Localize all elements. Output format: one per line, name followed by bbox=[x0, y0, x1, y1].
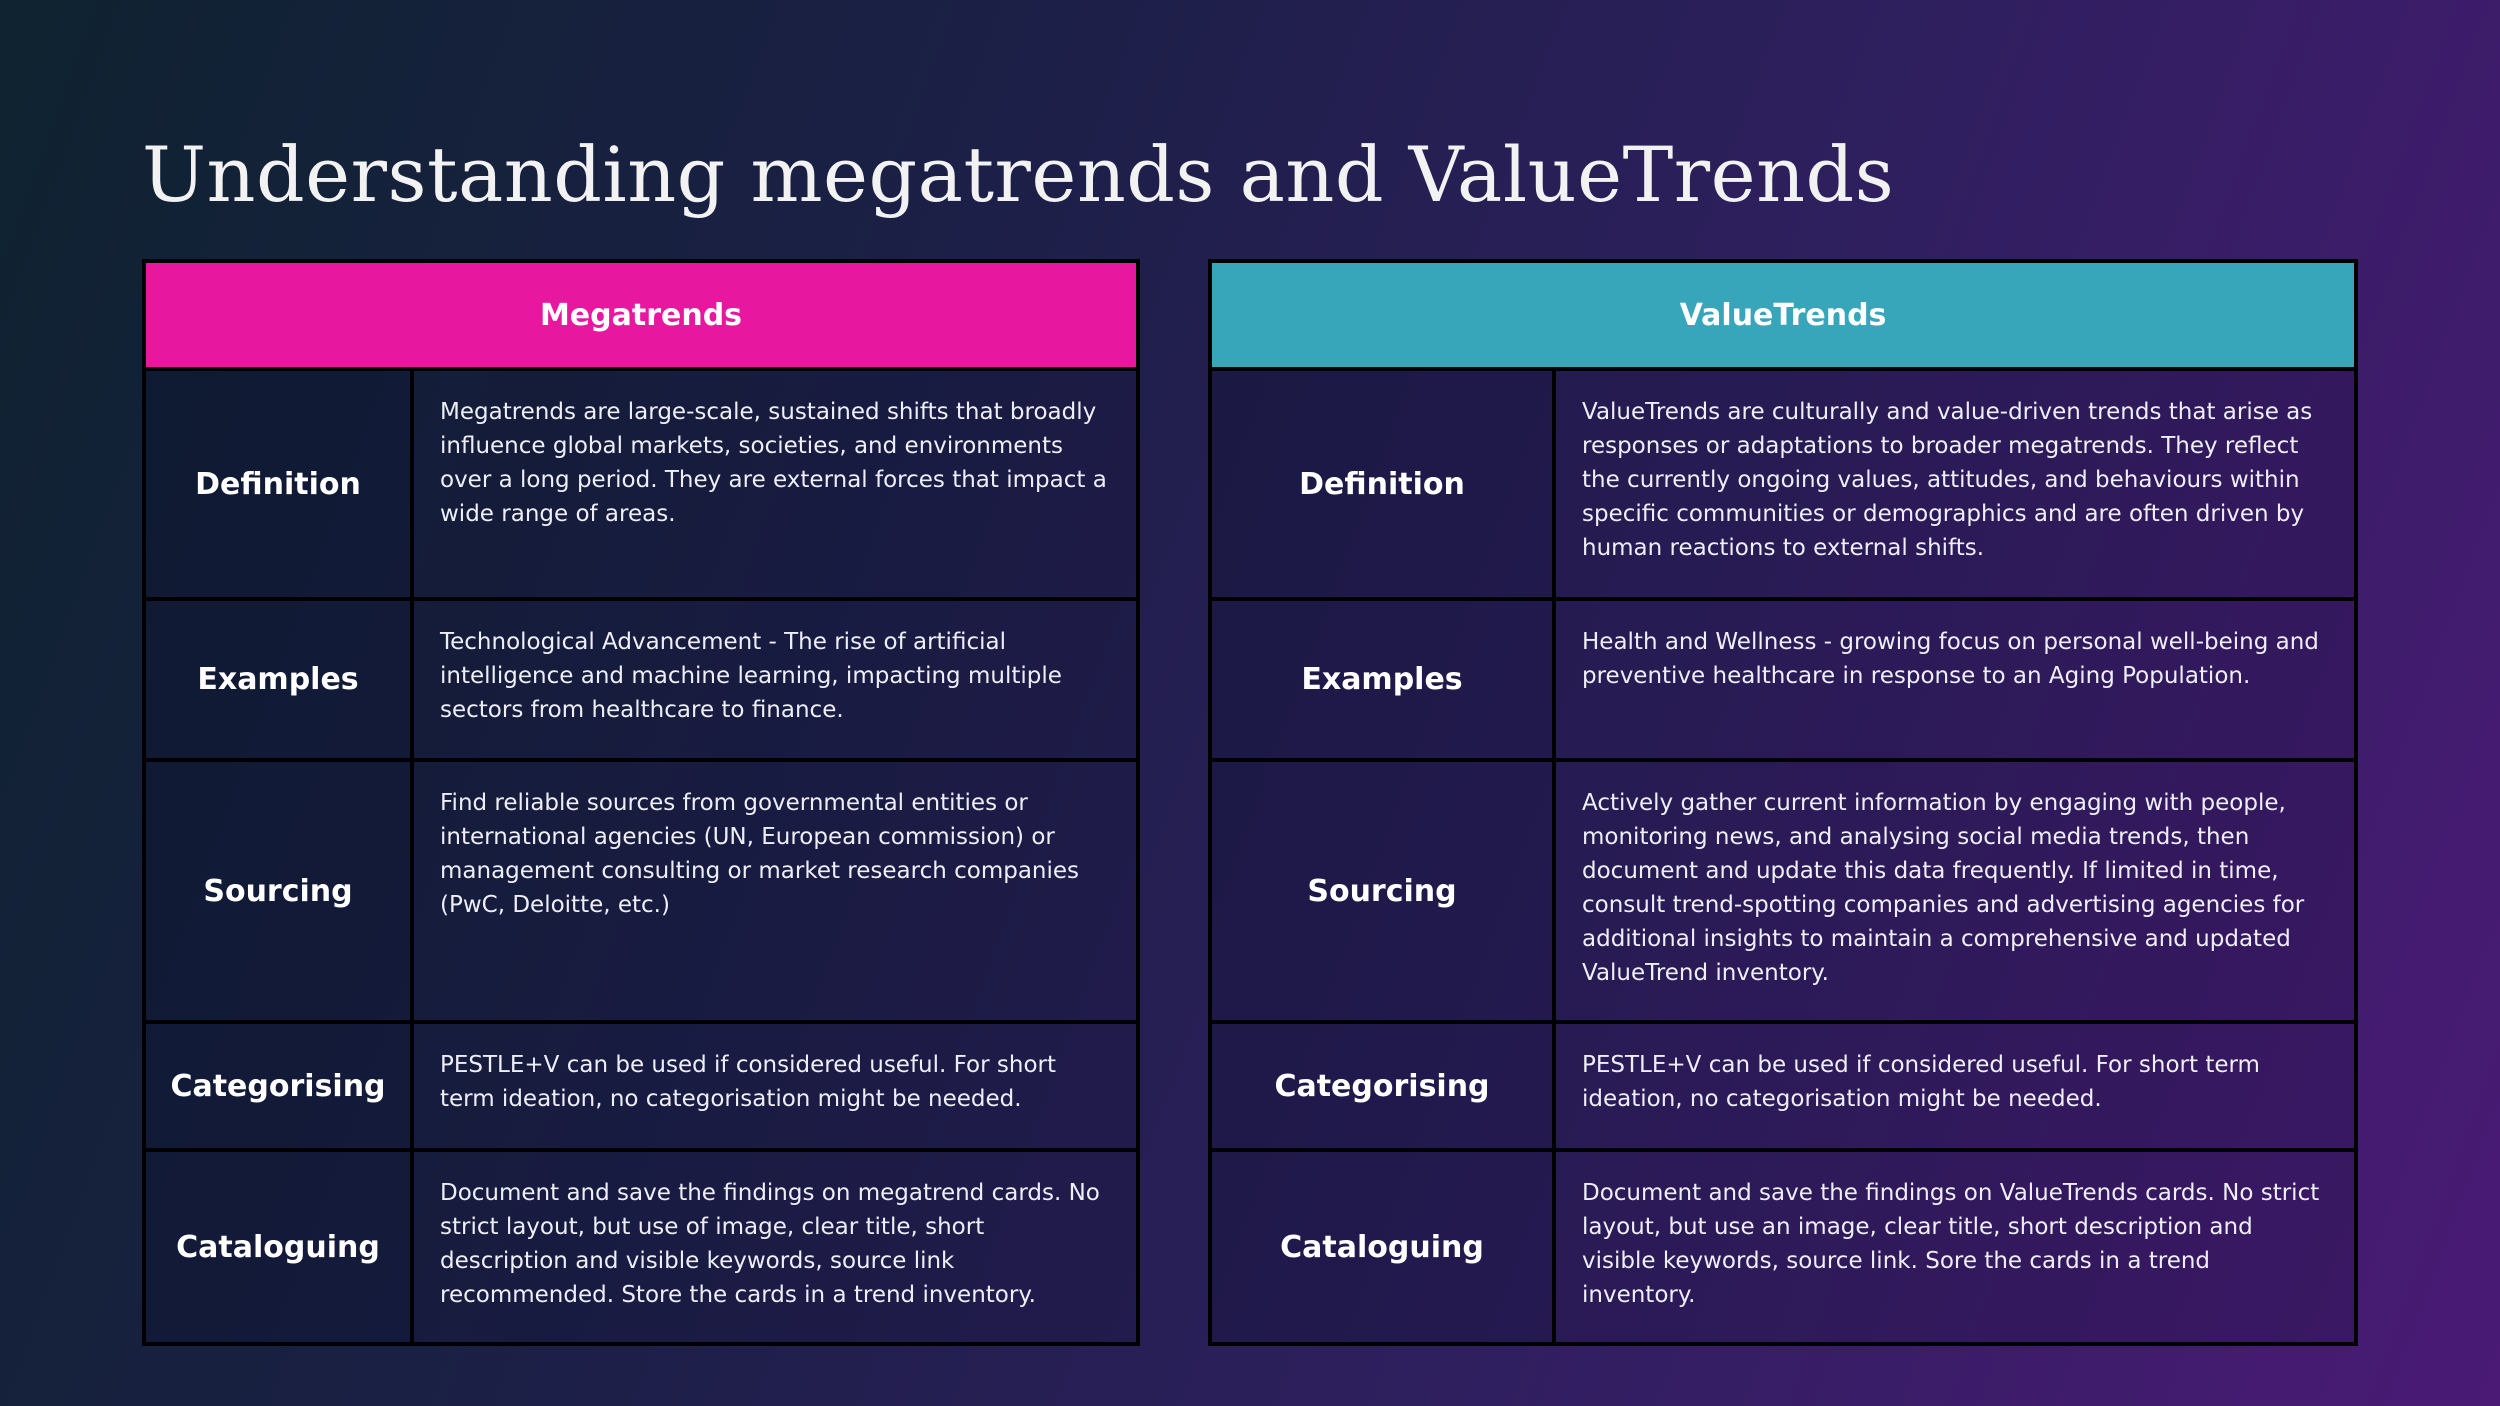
table-row: Categorising PESTLE+V can be used if con… bbox=[1208, 1020, 2358, 1152]
table-row: Definition ValueTrends are culturally an… bbox=[1208, 367, 2358, 601]
table-row: Cataloguing Document and save the findin… bbox=[142, 1148, 1140, 1346]
megatrends-table: Megatrends Definition Megatrends are lar… bbox=[142, 259, 1140, 1346]
table-row: Examples Technological Advancement - The… bbox=[142, 597, 1140, 762]
row-label-examples: Examples bbox=[1208, 597, 1556, 762]
cataloguing-text: Document and save the findings on megatr… bbox=[410, 1148, 1140, 1346]
examples-text: Technological Advancement - The rise of … bbox=[410, 597, 1140, 762]
examples-text: Health and Wellness - growing focus on p… bbox=[1552, 597, 2358, 762]
sourcing-text: Actively gather current information by e… bbox=[1552, 758, 2358, 1024]
row-label-cataloguing: Cataloguing bbox=[142, 1148, 414, 1346]
row-label-definition: Definition bbox=[142, 367, 414, 601]
page-title: Understanding megatrends and ValueTrends bbox=[142, 130, 1895, 219]
cataloguing-text: Document and save the findings on ValueT… bbox=[1552, 1148, 2358, 1346]
row-label-cataloguing: Cataloguing bbox=[1208, 1148, 1556, 1346]
table-row: Examples Health and Wellness - growing f… bbox=[1208, 597, 2358, 762]
table-row: Definition Megatrends are large-scale, s… bbox=[142, 367, 1140, 601]
row-label-categorising: Categorising bbox=[1208, 1020, 1556, 1152]
definition-text: ValueTrends are culturally and value-dri… bbox=[1552, 367, 2358, 601]
categorising-text: PESTLE+V can be used if considered usefu… bbox=[1552, 1020, 2358, 1152]
row-label-examples: Examples bbox=[142, 597, 414, 762]
definition-text: Megatrends are large-scale, sustained sh… bbox=[410, 367, 1140, 601]
table-row: Sourcing Actively gather current informa… bbox=[1208, 758, 2358, 1024]
valuetrends-header: ValueTrends bbox=[1208, 259, 2358, 371]
valuetrends-table: ValueTrends Definition ValueTrends are c… bbox=[1208, 259, 2358, 1346]
sourcing-text: Find reliable sources from governmental … bbox=[410, 758, 1140, 1024]
row-label-categorising: Categorising bbox=[142, 1020, 414, 1152]
table-row: Categorising PESTLE+V can be used if con… bbox=[142, 1020, 1140, 1152]
categorising-text: PESTLE+V can be used if considered usefu… bbox=[410, 1020, 1140, 1152]
row-label-definition: Definition bbox=[1208, 367, 1556, 601]
table-row: Sourcing Find reliable sources from gove… bbox=[142, 758, 1140, 1024]
table-row: Cataloguing Document and save the findin… bbox=[1208, 1148, 2358, 1346]
row-label-sourcing: Sourcing bbox=[142, 758, 414, 1024]
row-label-sourcing: Sourcing bbox=[1208, 758, 1556, 1024]
megatrends-header: Megatrends bbox=[142, 259, 1140, 371]
